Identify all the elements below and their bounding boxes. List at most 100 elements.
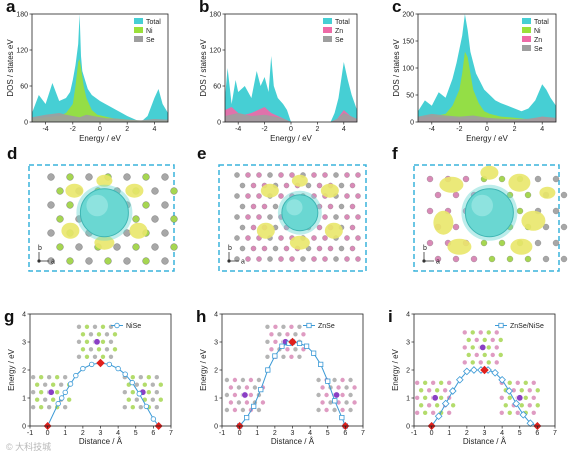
y-tick-label: 180 <box>209 12 221 19</box>
atom <box>239 224 246 231</box>
inset-atom <box>236 385 242 390</box>
inset-atom <box>50 382 56 387</box>
dos-panel-a: a -4 -2 0 2 4 0 60 120 180 Energy / eV DOS / states… <box>6 0 169 143</box>
x-tick-label: 4 <box>342 126 346 133</box>
inset-adatom <box>241 391 249 399</box>
atom <box>552 175 560 183</box>
legend-label-se: Se <box>534 46 543 53</box>
atom <box>256 193 262 199</box>
inset-atom <box>158 397 163 402</box>
atom <box>355 214 361 220</box>
atom <box>355 172 361 178</box>
charge-lobe <box>61 222 80 239</box>
inset-atom <box>154 375 159 380</box>
atom <box>452 191 460 199</box>
dos-panel-c: c -4 -2 0 2 4 0 50 100 150 200 Energy / eV DOS / sta… <box>392 0 557 143</box>
x-tick-label: 0 <box>430 430 434 437</box>
inset-adatom <box>479 343 487 351</box>
atom <box>234 256 240 262</box>
barrier-point <box>272 353 278 359</box>
inset-atom <box>494 345 499 350</box>
inset-atom <box>289 354 294 359</box>
inset-atom <box>62 375 68 380</box>
inset-atom <box>240 377 246 383</box>
inset-atom <box>474 352 479 358</box>
x-tick-label: 2 <box>81 430 85 437</box>
legend-swatch-ni <box>522 27 531 33</box>
inset-atom <box>348 392 353 398</box>
atom <box>47 201 55 209</box>
legend-label-total: Total <box>534 19 549 26</box>
atom <box>161 229 169 237</box>
inset-atom <box>285 347 290 352</box>
barrier-curve <box>239 341 346 427</box>
inset-adatom <box>333 391 341 399</box>
y-tick-label: 4 <box>214 312 218 319</box>
axis-origin <box>227 259 231 263</box>
x-tick-label: 5 <box>518 430 522 437</box>
inset-atom <box>154 390 159 395</box>
x-tick-label: -1 <box>411 430 417 437</box>
y-tick-label: 3 <box>406 340 410 347</box>
legend-label-total: Total <box>146 19 161 26</box>
atom <box>142 257 150 265</box>
atom <box>560 255 568 263</box>
panel-label-f: f <box>392 144 398 163</box>
atom <box>462 175 470 183</box>
barrier-point <box>526 419 535 428</box>
atom <box>316 224 323 231</box>
inset-atom <box>507 410 512 415</box>
atom <box>56 187 64 195</box>
atom <box>142 173 150 181</box>
inset-atom <box>34 382 40 387</box>
inset-atom <box>414 410 420 415</box>
x-tick-label: -2 <box>261 126 267 133</box>
atom <box>75 243 83 251</box>
y-tick-label: 100 <box>402 66 414 73</box>
inset-atom <box>130 405 135 410</box>
inset-atom <box>450 403 456 408</box>
inset-atom <box>150 382 155 387</box>
barrier-point <box>505 387 513 395</box>
charge-lobe <box>439 176 464 193</box>
inset-atom <box>96 347 102 352</box>
y-tick-label: 0 <box>410 120 414 127</box>
inset-atom <box>38 405 44 410</box>
atom <box>344 235 350 241</box>
inset-atom <box>96 332 102 337</box>
atom <box>267 256 273 262</box>
inset-atom <box>252 385 258 390</box>
barrier-point <box>150 416 157 422</box>
barrier-point <box>456 375 464 384</box>
legend-swatch-total <box>323 18 332 24</box>
legend-swatch-total <box>134 18 143 24</box>
inset-atom <box>46 375 52 380</box>
atom <box>85 173 93 181</box>
inset-atom <box>38 375 44 380</box>
inset-atom <box>490 337 495 343</box>
y-tick-label: 60 <box>20 84 28 91</box>
atom <box>132 215 140 223</box>
atom <box>452 223 460 231</box>
atom <box>355 193 361 199</box>
axis-b-label: b <box>38 245 42 252</box>
atom <box>278 172 284 178</box>
inset-atom <box>142 382 147 387</box>
x-tick-label: 0 <box>485 126 489 133</box>
inset-atom <box>344 400 349 405</box>
inset-atom <box>256 377 262 383</box>
inset-atom <box>494 360 499 365</box>
x-tick-label: 1 <box>63 430 67 437</box>
charge-cloud-highlight <box>86 194 108 217</box>
y-tick-label: 180 <box>16 12 28 19</box>
x-tick-label: -1 <box>219 430 225 437</box>
atom <box>311 256 317 262</box>
x-tick-label: 2 <box>513 126 517 133</box>
inset-atom <box>265 324 270 329</box>
atom <box>560 223 568 231</box>
inset-atom <box>320 400 325 405</box>
barrier-point <box>115 365 121 372</box>
x-axis-label: Energy / eV <box>466 134 508 143</box>
inset-atom <box>486 345 491 350</box>
